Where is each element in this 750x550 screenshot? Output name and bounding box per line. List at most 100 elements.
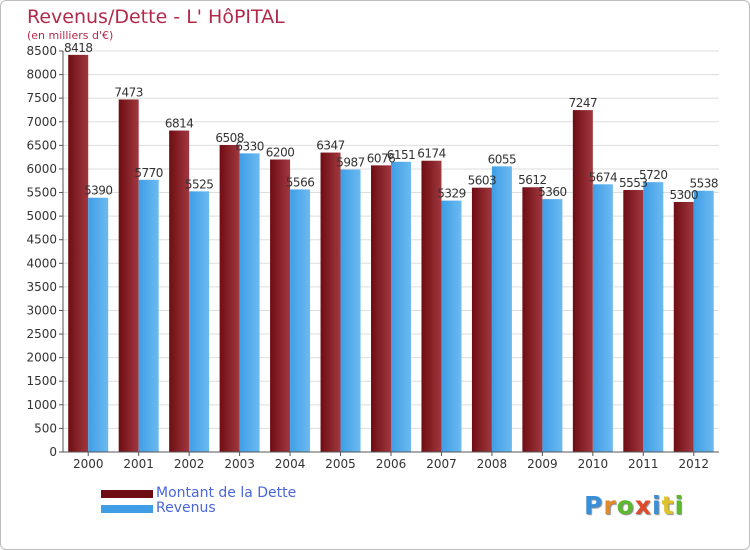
data-label-revenus: 6330 [235, 139, 264, 153]
data-label-dette: 6076 [367, 151, 396, 165]
data-label-dette: 8418 [64, 41, 93, 55]
bar-revenus [189, 191, 210, 452]
legend-label-revenus: Revenus [156, 500, 216, 516]
x-tick-label: 2009 [527, 457, 558, 471]
y-tick-label: 1000 [26, 398, 57, 412]
x-tick-label: 2007 [426, 457, 457, 471]
logo-letter: x [634, 491, 652, 520]
y-tick-label: 8000 [26, 68, 57, 82]
legend-swatch-revenus [101, 505, 153, 513]
logo-letter: i [652, 491, 662, 520]
data-label-dette: 6814 [165, 117, 194, 131]
data-label-revenus: 5390 [84, 184, 113, 198]
x-tick-label: 2010 [578, 457, 609, 471]
x-tick-label: 2002 [174, 457, 205, 471]
y-tick-label: 4000 [26, 256, 57, 270]
data-label-dette: 7247 [569, 96, 598, 110]
y-tick-label: 3000 [26, 303, 57, 317]
chart-subtitle: (en milliers d'€) [27, 29, 114, 42]
proxiti-logo: Proxiti [584, 491, 684, 520]
data-label-revenus: 5770 [134, 166, 163, 180]
data-label-dette: 6200 [266, 146, 295, 160]
bar-revenus [239, 153, 260, 453]
bar-dette [270, 159, 291, 452]
x-tick-label: 2001 [123, 457, 154, 471]
bar-revenus [592, 184, 613, 452]
logo-letter: P [584, 491, 604, 520]
y-tick-label: 0 [49, 445, 57, 459]
bar-revenus [491, 166, 512, 452]
bar-dette [471, 187, 492, 453]
x-tick-label: 2006 [376, 457, 407, 471]
bar-revenus [340, 169, 361, 452]
bar-revenus [290, 189, 311, 452]
y-tick-label: 2000 [26, 351, 57, 365]
data-label-revenus: 5329 [437, 187, 466, 201]
bar-revenus [88, 197, 109, 452]
logo-letter: r [603, 491, 617, 520]
y-tick-label: 2500 [26, 327, 57, 341]
chart-title: Revenus/Dette - L' HôPITAL [27, 6, 285, 28]
bar-revenus [441, 200, 462, 452]
y-tick-label: 3500 [26, 280, 57, 294]
y-tick-label: 5000 [26, 209, 57, 223]
x-tick-label: 2004 [275, 457, 306, 471]
bar-dette [421, 160, 442, 452]
data-label-revenus: 5525 [185, 177, 214, 191]
bar-revenus [643, 182, 664, 453]
bar-revenus [542, 199, 563, 452]
y-tick-label: 7500 [26, 91, 57, 105]
x-tick-label: 2000 [73, 457, 104, 471]
logo-letter: i [674, 491, 685, 520]
axes: 0 500 1000 1500 2000 2500 3000 3500 4000 4500 5000… [26, 44, 719, 471]
y-tick-label: 7000 [26, 115, 57, 129]
y-tick-label: 5500 [26, 186, 57, 200]
data-label-revenus: 6151 [387, 148, 416, 162]
legend-label-dette: Montant de la Dette [156, 485, 297, 501]
bar-dette [68, 54, 89, 452]
bar-dette [219, 144, 240, 452]
data-label-dette: 5612 [518, 173, 547, 187]
logo-letter: o [616, 491, 635, 520]
y-tick-label: 4500 [26, 233, 57, 247]
data-label-dette: 6508 [215, 131, 244, 145]
bar-dette [623, 190, 644, 452]
x-tick-label: 2003 [224, 457, 255, 471]
y-tick-label: 8500 [26, 44, 57, 58]
x-tick-label: 2011 [628, 457, 659, 471]
data-label-revenus: 5566 [286, 175, 315, 189]
data-label-revenus: 6055 [488, 152, 517, 166]
y-tick-label: 1500 [26, 374, 57, 388]
x-tick-label: 2012 [678, 457, 709, 471]
data-label-dette: 5603 [468, 174, 497, 188]
bar-dette [118, 99, 139, 453]
data-label-dette: 6174 [417, 147, 446, 161]
bars [68, 54, 714, 453]
bar-revenus [391, 161, 411, 452]
data-label-revenus: 5674 [589, 170, 618, 184]
data-label-dette: 5300 [669, 188, 698, 202]
data-label-dette: 7473 [114, 85, 143, 99]
data-label-revenus: 5720 [639, 168, 668, 182]
data-label-dette: 5553 [619, 176, 648, 190]
data-label-revenus: 5538 [689, 177, 718, 191]
x-tick-label: 2008 [477, 457, 508, 471]
bar-dette [371, 165, 391, 452]
data-label-revenus: 5360 [538, 185, 567, 199]
bar-revenus [693, 190, 714, 453]
bar-dette [522, 187, 543, 452]
bar-dette [673, 201, 694, 452]
data-label-revenus: 5987 [336, 156, 365, 170]
y-tick-label: 500 [34, 421, 57, 435]
data-label-dette: 6347 [316, 139, 345, 153]
y-tick-label: 6500 [26, 138, 57, 152]
bar-dette [572, 110, 593, 452]
bar-dette [169, 130, 190, 452]
legend-swatch-dette [101, 490, 153, 498]
bar-revenus [138, 179, 159, 453]
x-tick-label: 2005 [325, 457, 356, 471]
y-tick-label: 6000 [26, 162, 57, 176]
